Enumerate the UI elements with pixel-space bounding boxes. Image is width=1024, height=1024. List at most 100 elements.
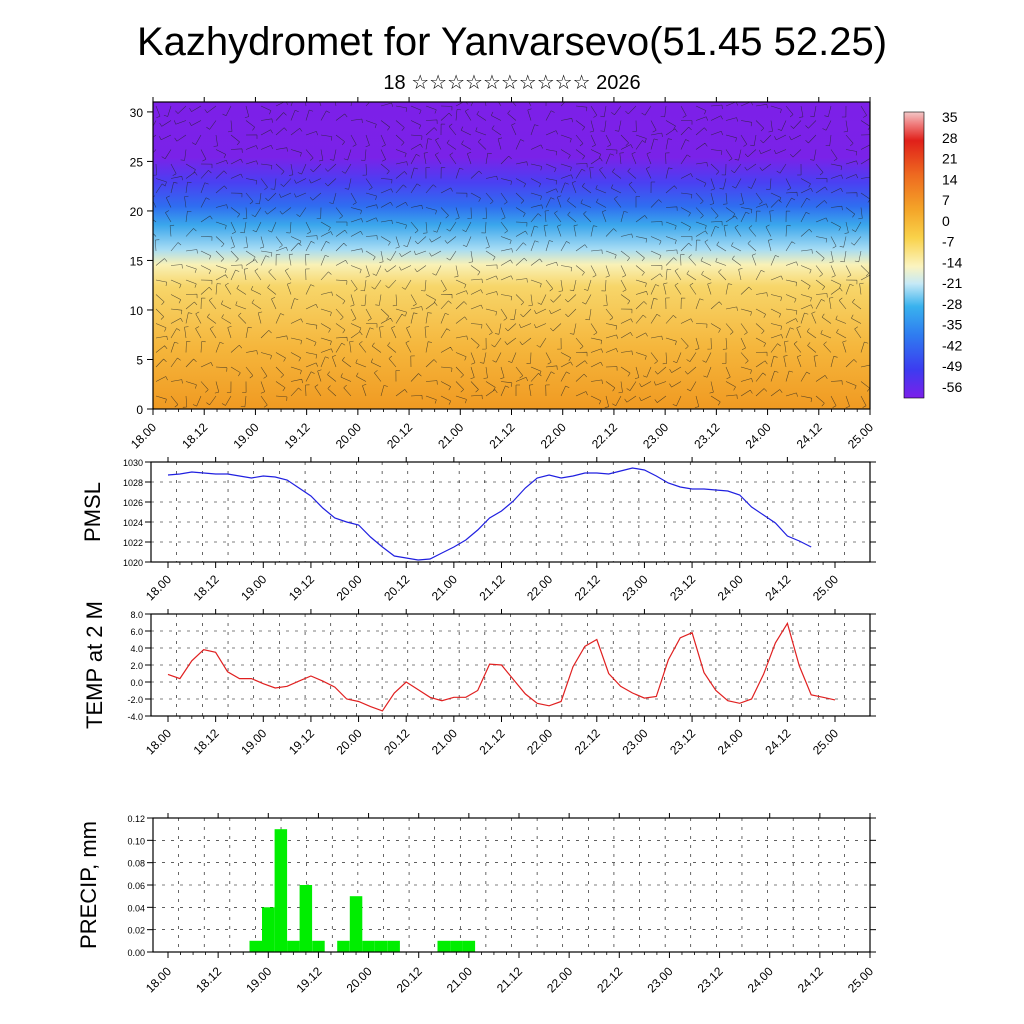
x-tick-label: 21.12 [476, 572, 507, 603]
precip-bar [462, 940, 476, 952]
x-tick-label: 20.12 [381, 726, 412, 757]
x-tick-label: 19.00 [243, 964, 274, 995]
x-tick-label: 22.00 [544, 964, 575, 995]
colorbar-label: -35 [942, 317, 962, 333]
colorbar-label: 35 [942, 109, 958, 125]
temp-ylabel: TEMP at 2 M [82, 601, 107, 729]
temp-grid [151, 614, 870, 716]
y-tick-label: 25 [130, 155, 144, 169]
x-tick-label: 24.12 [795, 964, 826, 995]
x-tick-label: 25.00 [810, 572, 841, 603]
x-tick-label: 20.00 [333, 420, 364, 451]
x-tick-label: 22.00 [524, 572, 555, 603]
x-tick-label: 20.12 [384, 420, 415, 451]
precip-bar [337, 940, 350, 952]
y-tick-label: 0.04 [127, 903, 145, 913]
y-tick-label: 15 [130, 254, 144, 268]
pmsl-x-axis: 18.00 18.12 19.00 19.12 20.00 20.12 21.00 21.12… [143, 457, 841, 603]
x-tick-label: 18.00 [143, 726, 174, 757]
x-tick-label: 19.12 [293, 964, 324, 995]
x-tick-label: 22.12 [572, 572, 603, 603]
x-tick-label: 22.00 [524, 726, 555, 757]
y-tick-label: 6.0 [130, 627, 143, 637]
precip-bar [374, 940, 388, 952]
x-tick-label: 23.00 [640, 420, 671, 451]
precip-bar [450, 940, 463, 952]
x-tick-label: 19.12 [282, 420, 313, 451]
x-tick-label: 21.00 [429, 572, 460, 603]
cross-section-y-axis: 0 5 10 15 20 25 30 [130, 106, 153, 417]
chart-subtitle: 18 ☆☆☆☆☆☆☆☆☆☆ 2026 [383, 72, 641, 94]
colorbar-label: -56 [942, 379, 962, 395]
x-tick-label: 22.12 [589, 420, 620, 451]
pmsl-series-line [167, 467, 812, 561]
colorbar-label: -7 [942, 234, 955, 250]
x-tick-label: 23.00 [619, 572, 650, 603]
colorbar-label: -28 [942, 296, 962, 312]
wind-barbs [153, 102, 870, 408]
x-tick-label: 18.00 [128, 420, 159, 451]
y-tick-label: 5 [136, 353, 143, 367]
x-tick-label: 20.00 [334, 726, 365, 757]
x-tick-label: 19.00 [238, 726, 269, 757]
y-tick-label: 8.0 [130, 610, 143, 620]
x-tick-label: 24.00 [745, 964, 776, 995]
precip-bar [387, 940, 400, 952]
precip-bars [249, 829, 476, 952]
x-tick-label: 25.00 [845, 420, 876, 451]
precip-bar [362, 940, 375, 952]
colorbar: 35 28 21 14 7 0 -7 -14 -21 -28 -35 -42 -49 -56 [903, 109, 962, 399]
x-tick-label: 21.00 [435, 420, 466, 451]
temp-y-axis: -4.0 -2.0 0.0 2.0 4.0 6.0 8.0 [127, 610, 876, 722]
x-tick-label: 21.12 [486, 420, 517, 451]
x-tick-label: 19.12 [286, 572, 317, 603]
colorbar-ramp [903, 111, 925, 399]
wind-barb-field [153, 102, 870, 408]
x-tick-label: 19.12 [286, 726, 317, 757]
x-tick-label: 20.00 [334, 572, 365, 603]
chart-title: Kazhydromet for Yanvarsevo(51.45 52.25) [136, 20, 888, 64]
y-tick-label: 1028 [123, 478, 143, 488]
x-tick-label: 19.00 [230, 420, 261, 451]
temp-series-line [167, 621, 836, 712]
colorbar-label: 28 [942, 130, 958, 146]
y-tick-label: -4.0 [127, 712, 143, 722]
precip-bar [249, 940, 262, 952]
x-tick-label: 25.00 [810, 726, 841, 757]
temperature-field [153, 102, 870, 409]
x-tick-label: 24.00 [715, 726, 746, 757]
x-tick-label: 25.00 [845, 964, 876, 995]
x-tick-label: 24.12 [762, 726, 793, 757]
y-tick-label: 0.0 [130, 678, 143, 688]
colorbar-label: 14 [942, 171, 958, 187]
x-tick-label: 21.00 [429, 726, 460, 757]
x-tick-label: 24.00 [715, 572, 746, 603]
x-tick-label: 18.12 [193, 964, 224, 995]
precip-bar [274, 829, 288, 952]
colorbar-label: 21 [942, 151, 958, 167]
x-tick-label: 18.12 [191, 726, 222, 757]
precip-bar [437, 940, 450, 952]
x-tick-label: 18.00 [143, 572, 174, 603]
x-tick-label: 23.12 [691, 420, 722, 451]
y-tick-label: 0.06 [127, 881, 145, 891]
x-tick-label: 24.12 [762, 572, 793, 603]
pmsl-y-axis: 1020 1022 1024 1026 1028 1030 [123, 458, 876, 568]
x-tick-label: 20.12 [381, 572, 412, 603]
x-tick-label: 18.00 [143, 964, 174, 995]
x-tick-label: 18.12 [191, 572, 222, 603]
colorbar-label: -21 [942, 275, 962, 291]
x-tick-label: 23.12 [667, 726, 698, 757]
precip-bar [262, 907, 275, 952]
x-tick-label: 23.12 [667, 572, 698, 603]
x-tick-label: 23.12 [695, 964, 726, 995]
y-tick-label: 1030 [123, 458, 143, 468]
pmsl-frame [150, 461, 871, 563]
colorbar-labels: 35 28 21 14 7 0 -7 -14 -21 -28 -35 -42 -49 -56 [942, 109, 962, 395]
precip-y-axis: 0.00 0.02 0.04 0.06 0.08 0.10 0.12 [127, 814, 876, 958]
temp-panel: -4.0 -2.0 0.0 2.0 4.0 6.0 8.0 18.00 18.12 19.00 1… [82, 601, 876, 757]
y-tick-label: 2.0 [130, 661, 143, 671]
precip-bar [287, 940, 300, 952]
